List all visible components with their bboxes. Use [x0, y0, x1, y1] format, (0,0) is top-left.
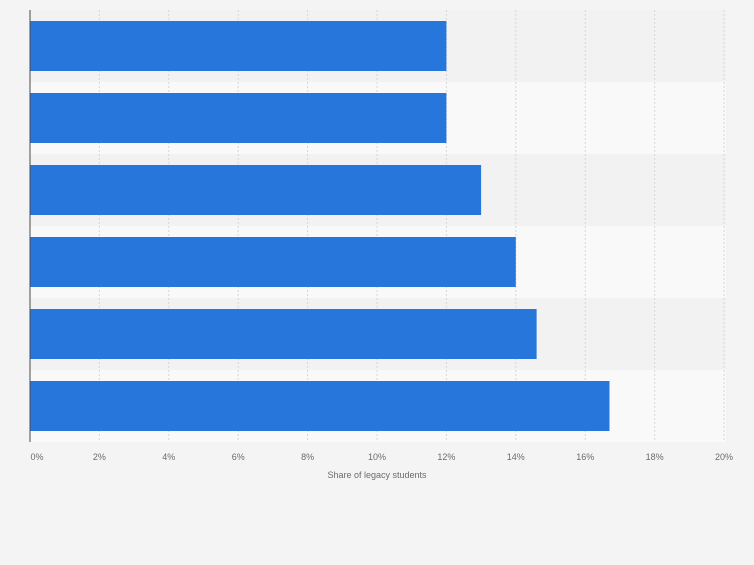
bar: [30, 165, 482, 215]
x-axis-ticks: 0% 2% 4% 6% 8% 10% 12% 14% 16% 18% 20%: [30, 452, 733, 462]
bar: [30, 93, 447, 143]
bar: [30, 309, 537, 359]
x-tick-label: 18%: [646, 452, 664, 462]
row-bands: [30, 10, 726, 442]
x-tick-label: 2%: [93, 452, 106, 462]
x-tick-label: 10%: [368, 452, 386, 462]
bar: [30, 237, 516, 287]
bars: [30, 21, 610, 431]
x-tick-label: 0%: [30, 452, 43, 462]
bar: [30, 21, 447, 71]
x-axis-title: Share of legacy students: [327, 470, 427, 480]
x-tick-label: 8%: [301, 452, 314, 462]
bar: [30, 381, 610, 431]
x-tick-label: 20%: [715, 452, 733, 462]
x-tick-label: 6%: [232, 452, 245, 462]
gridlines: [98, 10, 725, 442]
x-tick-label: 14%: [507, 452, 525, 462]
x-tick-label: 4%: [162, 452, 175, 462]
x-tick-label: 16%: [576, 452, 594, 462]
x-tick-label: 12%: [437, 452, 455, 462]
